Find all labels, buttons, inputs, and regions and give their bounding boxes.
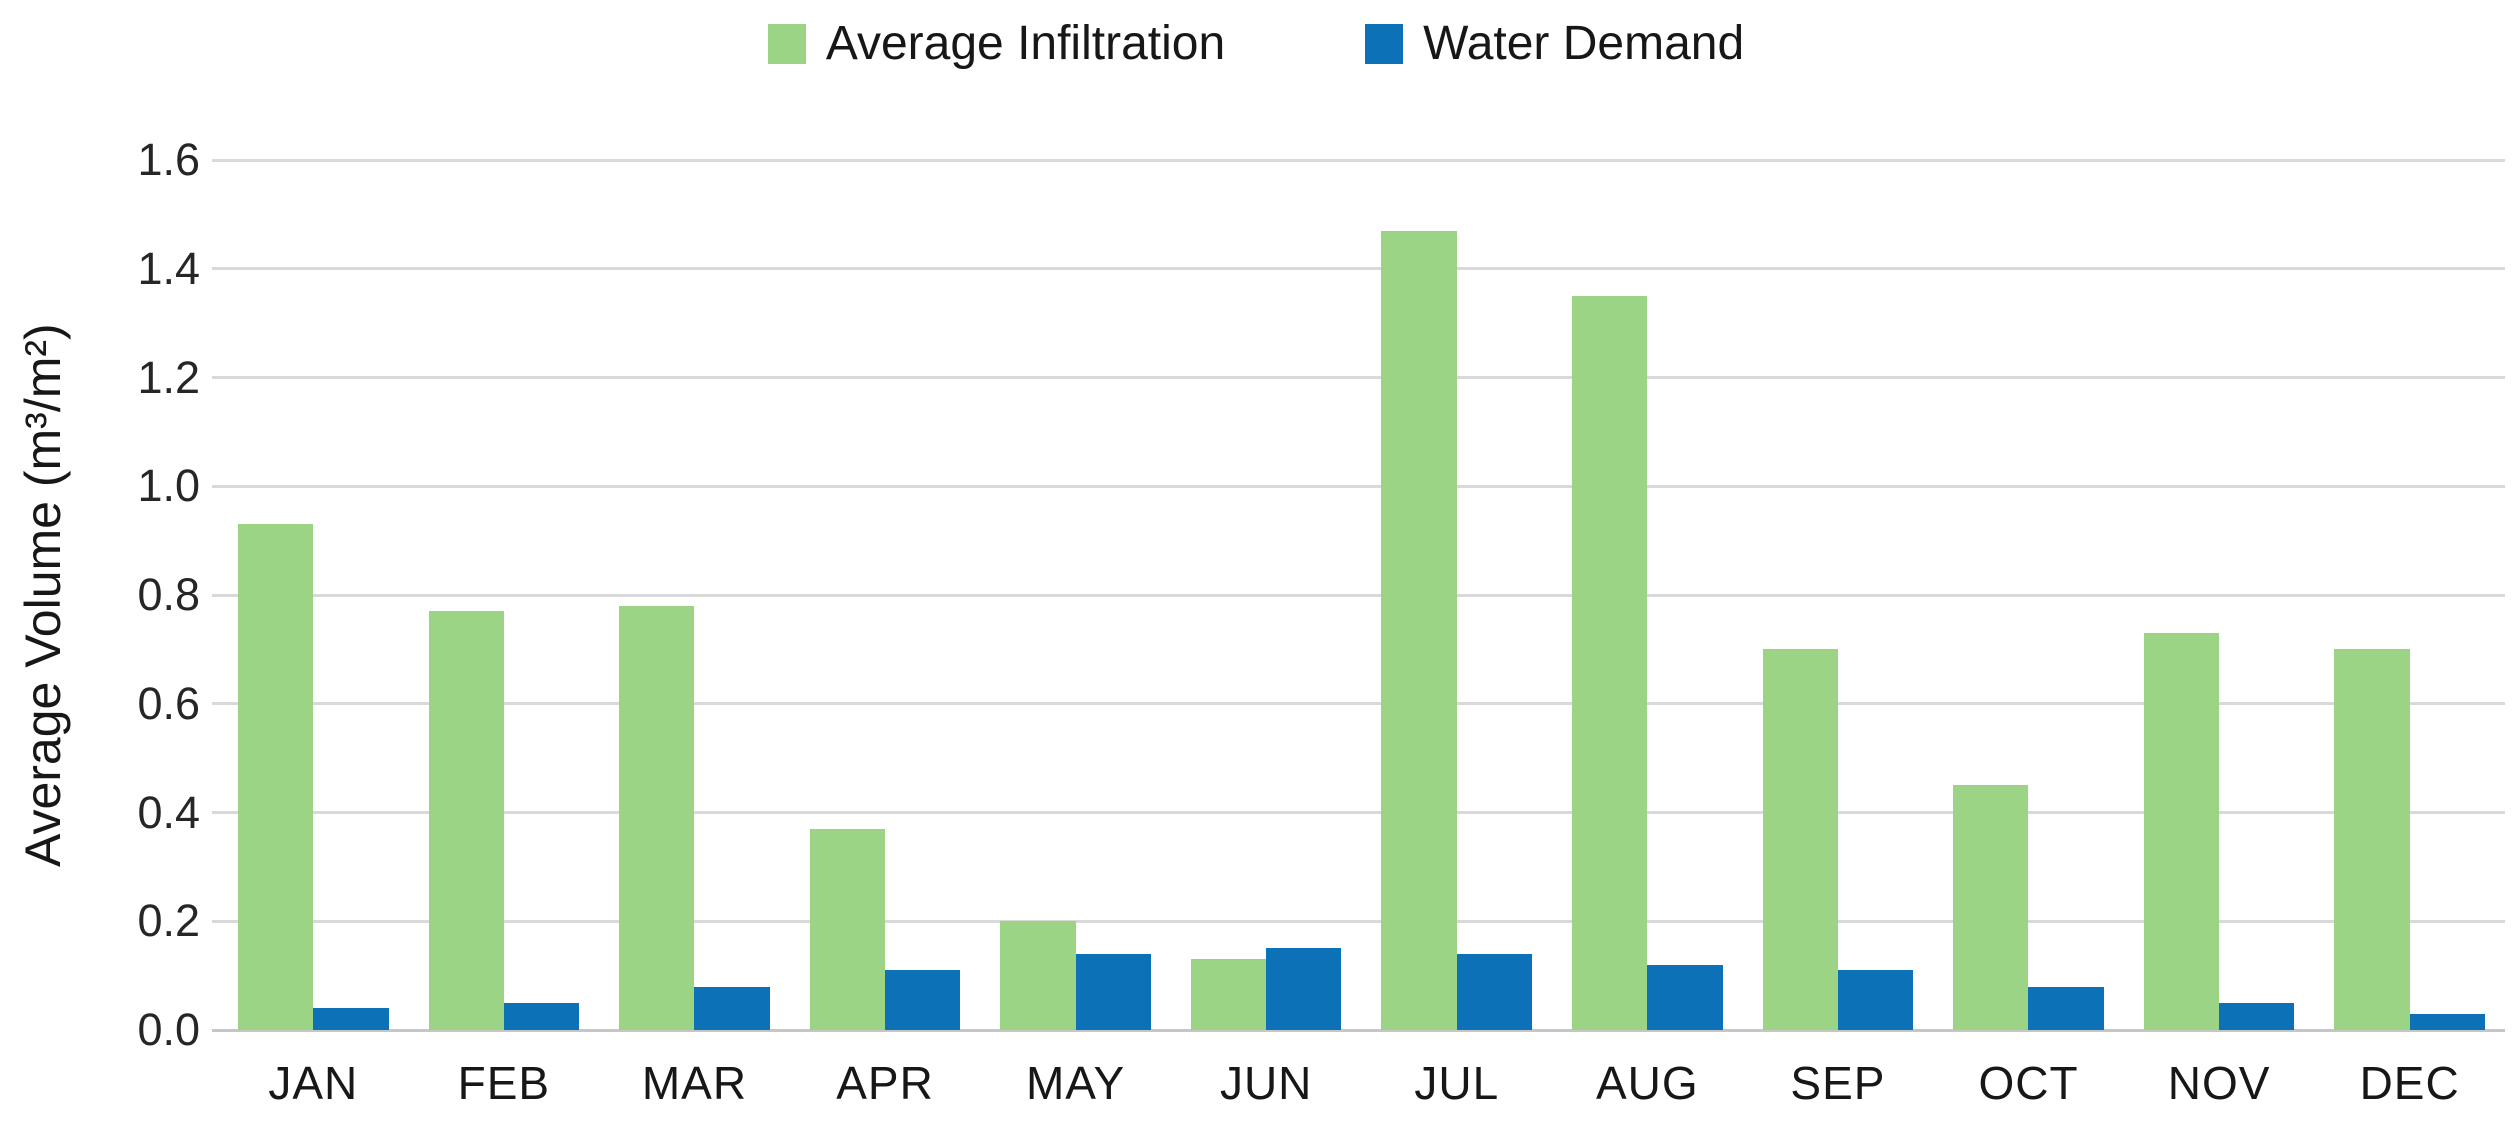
gridline [212,267,2505,271]
infiltration-bar [1190,959,1267,1030]
water-demand-bar [1647,964,1723,1030]
x-axis-labels: JAN FEB MAR APR MAY JUN JUL AUG SEP OCT NOV DEC [218,1056,2505,1110]
x-axis-label: JAN [268,1057,359,1109]
legend-item-water-demand: Water Demand [1365,12,1744,76]
bar-group [1171,160,1362,1030]
legend-swatch-water-demand [1365,24,1404,64]
water-demand-bar [2219,1002,2295,1030]
water-demand-bar [1075,953,1151,1030]
gridline [212,376,2505,379]
x-axis-label: JUN [1219,1057,1313,1109]
bar-group [218,160,409,1030]
legend: Average Infiltration Water Demand [0,12,2512,76]
infiltration-bar [1762,649,1838,1030]
y-tick-label: 1.0 [137,460,200,512]
y-tick-label: 1.6 [137,134,200,185]
y-tick-label: 0.2 [137,895,200,947]
y-tick-label: 0.0 [137,1004,200,1055]
gridline [212,702,2505,706]
water-demand-bar [2028,986,2104,1030]
water-demand-bar [1456,953,1533,1030]
infiltration-bar [1572,295,1648,1030]
x-axis-label: MAY [1025,1057,1126,1109]
y-tick-label: 0.4 [137,786,200,838]
gridline [212,484,2505,488]
water-demand-bar [1837,970,1914,1030]
x-axis-label: JUL [1414,1057,1500,1109]
bar-group [1552,160,1743,1030]
infiltration-bar [619,605,695,1030]
bar-group [2314,160,2505,1030]
x-axis-label: AUG [1595,1057,1699,1109]
x-axis-label: APR [836,1057,934,1109]
y-tick-label: 0.8 [137,569,200,620]
bar-group [980,160,1171,1030]
x-axis-label: MAR [641,1057,748,1109]
legend-swatch-average-infiltration [767,24,806,64]
infiltration-bar [428,611,504,1030]
bar-group [599,160,790,1030]
infiltration-bar [809,828,886,1030]
infiltration-bar [1381,230,1457,1030]
bar-group [790,160,981,1030]
y-tick-label: 0.6 [137,677,200,729]
water-demand-bar [694,986,770,1030]
legend-item-average-infiltration: Average Infiltration [767,12,1226,76]
x-axis-label: NOV [2167,1057,2271,1109]
infiltration-bar [2143,633,2220,1030]
x-axis-line [212,1028,2505,1032]
bar-group [2124,160,2315,1030]
infiltration-bar [1953,785,2029,1030]
y-tick-label: 1.4 [137,242,200,294]
bar-group [1743,160,1934,1030]
water-demand-bar [2409,1013,2485,1030]
gridline [212,158,2505,162]
bar-group [409,160,600,1030]
x-axis-label: FEB [457,1057,551,1109]
water-demand-bar [885,970,961,1030]
x-axis-label: DEC [2359,1057,2460,1109]
water-demand-bar [1266,948,1342,1030]
gridline [212,919,2505,923]
water-demand-bar [503,1002,580,1030]
plot-area [212,158,2505,1032]
y-axis-title: Average Volume (m³/m²) [15,323,71,867]
gridline [212,593,2505,597]
water-demand-bar [313,1008,389,1030]
bars-container [218,160,2505,1030]
infiltration-bar [238,524,314,1030]
x-axis-label: OCT [1978,1057,2079,1109]
bar-group [1361,160,1552,1030]
x-axis-label: SEP [1790,1057,1886,1109]
legend-label-average-infiltration: Average Infiltration [825,17,1226,70]
infiltration-bar [2334,649,2410,1030]
y-tick-label: 1.2 [137,351,200,403]
bar-group [1933,160,2124,1030]
gridline [212,811,2505,814]
y-axis-tick-labels: 0.0 0.2 0.4 0.6 0.8 1.0 1.2 1.4 1.6 [84,134,200,1055]
legend-label-water-demand: Water Demand [1423,17,1745,70]
infiltration-bar [1000,921,1076,1030]
